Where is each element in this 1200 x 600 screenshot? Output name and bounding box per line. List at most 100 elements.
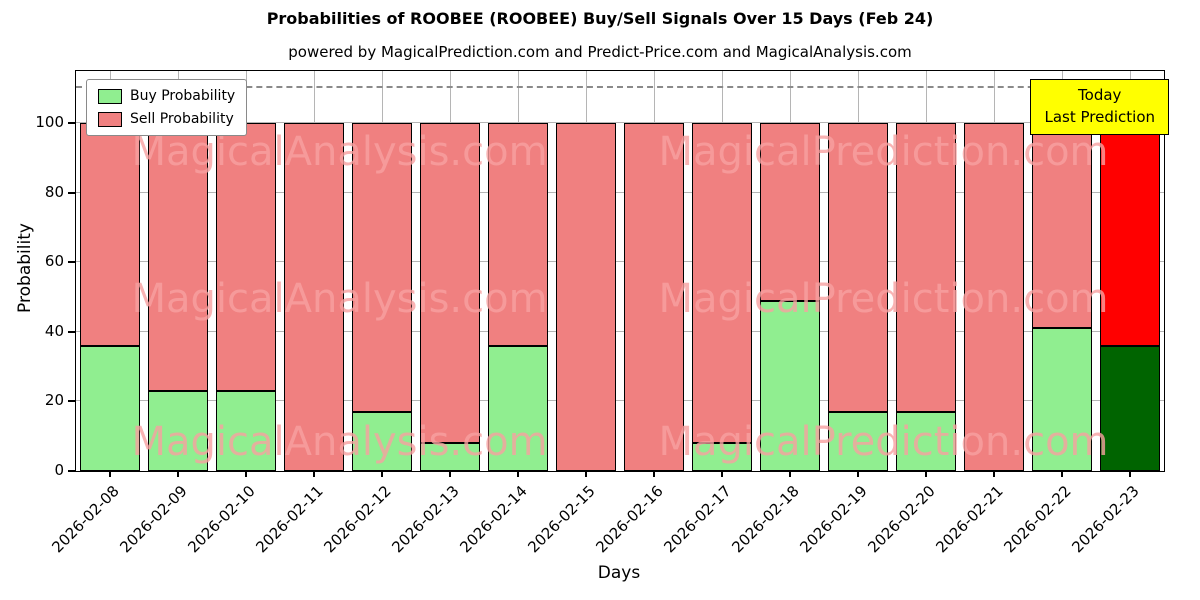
legend-label-sell: Sell Probability [130, 111, 234, 127]
bar-2026-02-18 [756, 71, 824, 471]
gridline [76, 330, 1164, 332]
bar-2026-02-21 [960, 71, 1028, 471]
bar-segment-sell [80, 123, 140, 346]
bar-segment-buy [1032, 328, 1092, 471]
x-tick-mark [177, 471, 179, 477]
y-tick-label: 80 [44, 182, 64, 201]
bar-2026-02-09 [144, 71, 212, 471]
x-tick: 2026-02-12 [320, 471, 416, 566]
bar-segment-sell [556, 123, 616, 471]
bar-2026-02-11 [280, 71, 348, 471]
bar-segment-buy [1100, 345, 1160, 471]
bar-segment-sell [760, 123, 820, 301]
bar-2026-02-20 [892, 71, 960, 471]
bar-segment-sell [692, 123, 752, 444]
bar-2026-02-08 [76, 71, 144, 471]
gridline [76, 191, 1164, 193]
x-tick: 2026-02-11 [252, 471, 348, 566]
y-tick-mark [68, 261, 75, 264]
x-tick-label: 2026-02-08 [48, 482, 123, 557]
bar-segment-sell [420, 123, 480, 444]
x-axis-ticks: 2026-02-08 2026-02-09 2026-02-10 2026-02-11… [48, 471, 1164, 566]
x-tick-mark [857, 471, 859, 477]
x-tick-mark [313, 471, 315, 477]
x-tick: 2026-02-14 [456, 471, 552, 566]
x-tick: 2026-02-20 [864, 471, 960, 566]
bar-2026-02-23 [1096, 71, 1164, 471]
bar-2026-02-14 [484, 71, 552, 471]
sell-swatch [98, 111, 122, 127]
x-tick: 2026-02-19 [796, 471, 892, 566]
legend: Buy Probability Sell Probability [86, 79, 248, 136]
gridline [76, 400, 1164, 402]
y-tick-label: 60 [44, 252, 64, 271]
bar-series [76, 71, 1164, 471]
gridline [76, 261, 1164, 263]
x-tick-mark [721, 471, 723, 477]
bar-segment-sell [896, 123, 956, 412]
y-tick-label: 100 [35, 113, 64, 132]
legend-item-buy: Buy Probability [98, 88, 235, 104]
today-line1: Today [1078, 86, 1122, 104]
legend-label-buy: Buy Probability [130, 88, 236, 104]
x-tick: 2026-02-23 [1068, 471, 1164, 566]
plot-area: MagicalAnalysis.com MagicalPrediction.co… [48, 70, 1169, 556]
bar-segment-buy [488, 345, 548, 471]
x-tick: 2026-02-08 [48, 471, 144, 566]
bar-segment-buy [692, 443, 752, 471]
legend-item-sell: Sell Probability [98, 111, 235, 127]
x-tick-mark [585, 471, 587, 477]
x-tick-mark [1061, 471, 1063, 477]
x-tick: 2026-02-21 [932, 471, 1028, 566]
y-tick-label: 0 [54, 461, 64, 479]
bar-2026-02-16 [620, 71, 688, 471]
y-tick-mark [68, 191, 75, 194]
today-annotation-box: Today Last Prediction [1030, 79, 1169, 135]
x-axis-label: Days [597, 563, 641, 583]
bar-segment-buy [216, 391, 276, 471]
bar-2026-02-10 [212, 71, 280, 471]
threshold-dashed-line [76, 86, 1164, 89]
chart-title: Probabilities of ROOBEE (ROOBEE) Buy/Sel… [266, 9, 934, 28]
bar-segment-sell [1100, 123, 1160, 346]
x-tick: 2026-02-18 [728, 471, 824, 566]
x-tick-mark [245, 471, 247, 477]
bar-segment-sell [828, 123, 888, 412]
x-tick-mark [789, 471, 791, 477]
gridline [76, 122, 1164, 124]
x-tick-mark [449, 471, 451, 477]
bar-2026-02-12 [348, 71, 416, 471]
bar-segment-buy [80, 345, 140, 471]
bar-segment-sell [1032, 123, 1092, 329]
bar-segment-buy [420, 443, 480, 471]
bar-2026-02-19 [824, 71, 892, 471]
bar-segment-sell [488, 123, 548, 346]
chart-subtitle: powered by MagicalPrediction.com and Pre… [288, 43, 912, 61]
x-tick: 2026-02-15 [524, 471, 620, 566]
bar-2026-02-13 [416, 71, 484, 471]
bar-segment-sell [148, 123, 208, 391]
bar-segment-sell [352, 123, 412, 412]
y-tick-label: 40 [44, 321, 64, 340]
x-tick: 2026-02-16 [592, 471, 688, 566]
buy-swatch [98, 88, 122, 104]
x-tick-mark [1129, 471, 1131, 477]
y-tick-label: 20 [44, 391, 64, 410]
bar-segment-buy [148, 391, 208, 471]
today-line2: Last Prediction [1044, 107, 1155, 126]
x-tick: 2026-02-22 [1000, 471, 1096, 566]
bar-segment-buy [828, 411, 888, 471]
bar-segment-sell [624, 123, 684, 471]
bar-segment-sell [216, 123, 276, 391]
x-tick-mark [517, 471, 519, 477]
bar-segment-buy [896, 411, 956, 471]
bar-segment-sell [284, 123, 344, 471]
bar-2026-02-17 [688, 71, 756, 471]
x-tick: 2026-02-09 [116, 471, 212, 566]
x-tick-mark [653, 471, 655, 477]
x-tick-mark [993, 471, 995, 477]
x-tick-mark [109, 471, 111, 477]
bar-2026-02-15 [552, 71, 620, 471]
x-tick-mark [381, 471, 383, 477]
y-tick-mark [68, 470, 75, 472]
